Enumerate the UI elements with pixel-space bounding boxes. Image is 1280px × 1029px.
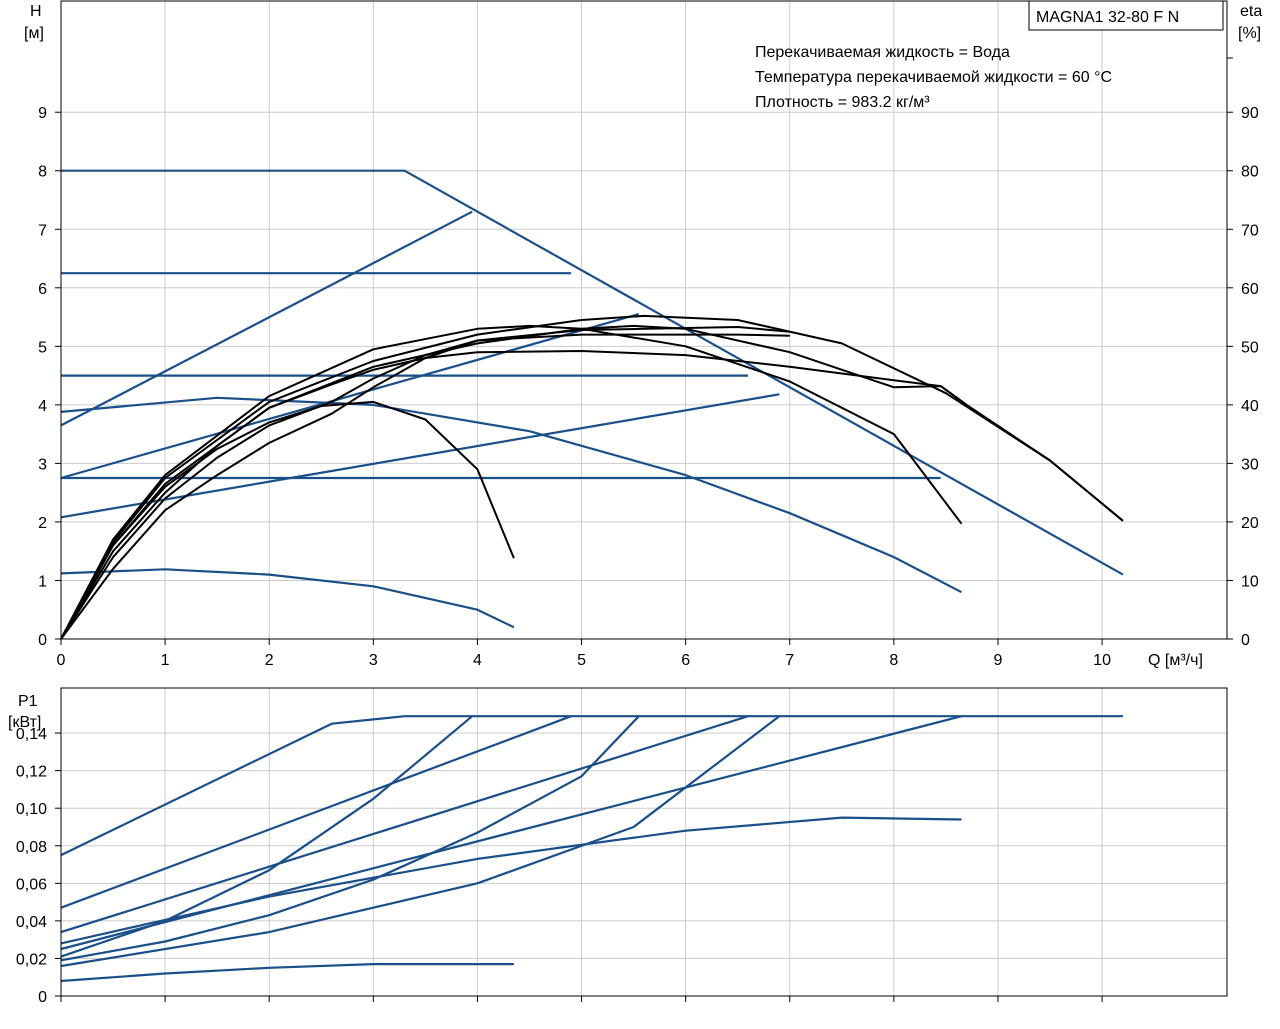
info-temperature: Температура перекачиваемой жидкости = 60… [755,69,1112,86]
x-tick-label: 7 [785,652,794,669]
head-curve-4 [60,210,473,427]
power-curve-7 [60,816,962,945]
x-tick-label: 10 [1093,652,1111,669]
y-tick-label: 2 [38,515,47,532]
power-curve-5 [60,715,640,962]
y-tick-label: 7 [38,222,47,239]
y-tick-label: 3 [38,456,47,473]
head-curve-0 [61,169,1124,576]
eta-tick-label: 20 [1241,515,1259,532]
head-curve-6 [60,393,780,519]
power-plot-series [60,715,1123,983]
head-curve-13 [60,314,1124,640]
y-tick-label: 0,08 [16,839,47,856]
power-ylabel-symbol: P1 [18,693,38,710]
y-tick-label: 4 [38,398,47,415]
power-plot-axes: 0 0,02 0,04 0,06 0,08 0,10 0,12 0,14 [16,687,1228,1006]
y-tick-label: 0 [38,632,47,649]
y-tick-label: 0,10 [16,801,47,818]
title-box [1028,0,1224,31]
head-curve-11 [60,333,790,640]
y-tick-label: 9 [38,105,47,122]
head-curve-15 [60,324,1124,640]
head-curve-5 [60,313,640,480]
eta-ylabel-unit: [%] [1238,25,1261,42]
y-tick-label: 0,06 [16,876,47,893]
eta-tick-label: 90 [1241,105,1259,122]
y-tick-label: 8 [38,164,47,181]
y-tick-label: 0,02 [16,951,47,968]
x-tick-label: 5 [577,652,586,669]
x-tick-label: 1 [161,652,170,669]
y-tick-label: 0,04 [16,914,47,931]
power-curve-1 [60,715,572,909]
head-ylabel-symbol: H [30,3,42,20]
x-tick-label: 2 [265,652,274,669]
power-curve-6 [60,715,780,968]
power-curve-4 [60,715,473,958]
head-curve-14 [60,324,963,640]
plot-frame [60,0,1228,640]
head-ylabel-unit: [м] [24,25,44,42]
eta-tick-label: 10 [1241,573,1259,590]
power-curve-0 [60,715,1123,857]
eta-tick-label: 80 [1241,164,1259,181]
head-curve-7 [60,396,963,594]
y-tick-label: 1 [38,573,47,590]
chart-title: MAGNA1 32-80 F N [1036,9,1179,26]
eta-ylabel-symbol: eta [1240,3,1262,20]
y-tick-label: 5 [38,339,47,356]
eta-tick-label: 30 [1241,456,1259,473]
x-tick-label: 8 [889,652,898,669]
x-tick-label: 3 [369,652,378,669]
head-curve-8 [60,568,515,629]
y-tick-label: 0,14 [16,726,47,743]
plot-frame [60,687,1228,997]
x-tick-label: 0 [57,652,66,669]
y-tick-label: 0 [38,989,47,1006]
y-tick-label: 6 [38,281,47,298]
y-tick-label: 0,12 [16,764,47,781]
eta-tick-label: 60 [1241,281,1259,298]
flow-xlabel: Q [м³/ч] [1148,652,1203,669]
info-density: Плотность = 983.2 кг/м³ [755,94,930,111]
head-plot-axes: 0 1 2 3 4 5 6 7 8 9 100123456789010203040506070809… [38,0,1259,669]
info-fluid: Перекачиваемая жидкость = Вода [755,44,1010,61]
power-curve-2 [60,715,749,934]
head-plot-series [60,169,1124,640]
x-tick-label: 9 [994,652,1003,669]
power-ylabel-unit: [кВт] [8,714,41,731]
x-tick-label: 6 [681,652,690,669]
eta-tick-label: 50 [1241,339,1259,356]
eta-tick-label: 70 [1241,222,1259,239]
power-curve-8 [60,963,514,983]
x-tick-label: 4 [473,652,482,669]
head-curve-12 [60,326,790,640]
eta-tick-label: 0 [1241,632,1250,649]
head-plot-grid [60,1,1227,640]
eta-tick-label: 40 [1241,398,1259,415]
